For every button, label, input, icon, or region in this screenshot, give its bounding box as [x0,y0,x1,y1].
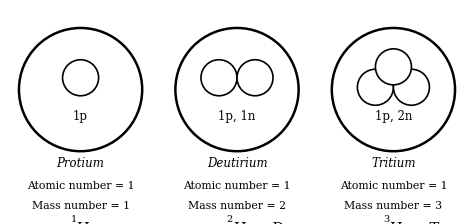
Ellipse shape [237,60,273,96]
Text: 1p, 1n: 1p, 1n [219,110,255,123]
Text: Mass number = 1: Mass number = 1 [31,201,130,211]
Text: Atomic number = 1: Atomic number = 1 [183,181,291,191]
Ellipse shape [63,60,99,96]
Text: Mass number = 2: Mass number = 2 [188,201,286,211]
Text: Tritium: Tritium [371,157,416,170]
Ellipse shape [201,60,237,96]
Text: H: H [233,222,246,224]
Text: Deutirium: Deutirium [207,157,267,170]
Text: 1p: 1p [73,110,88,123]
Text: Atomic number = 1: Atomic number = 1 [27,181,135,191]
Ellipse shape [375,49,411,85]
Text: 2: 2 [227,215,233,224]
Text: Protium: Protium [56,157,105,170]
Text: or T: or T [409,222,439,224]
Text: H: H [77,222,89,224]
Text: Mass number = 3: Mass number = 3 [344,201,443,211]
Ellipse shape [393,69,429,105]
Text: H: H [390,222,402,224]
Text: 1: 1 [70,215,77,224]
Text: or D: or D [252,222,284,224]
Text: 1p, 2n: 1p, 2n [375,110,412,123]
Ellipse shape [357,69,393,105]
Text: 3: 3 [383,215,390,224]
Text: Atomic number = 1: Atomic number = 1 [339,181,447,191]
